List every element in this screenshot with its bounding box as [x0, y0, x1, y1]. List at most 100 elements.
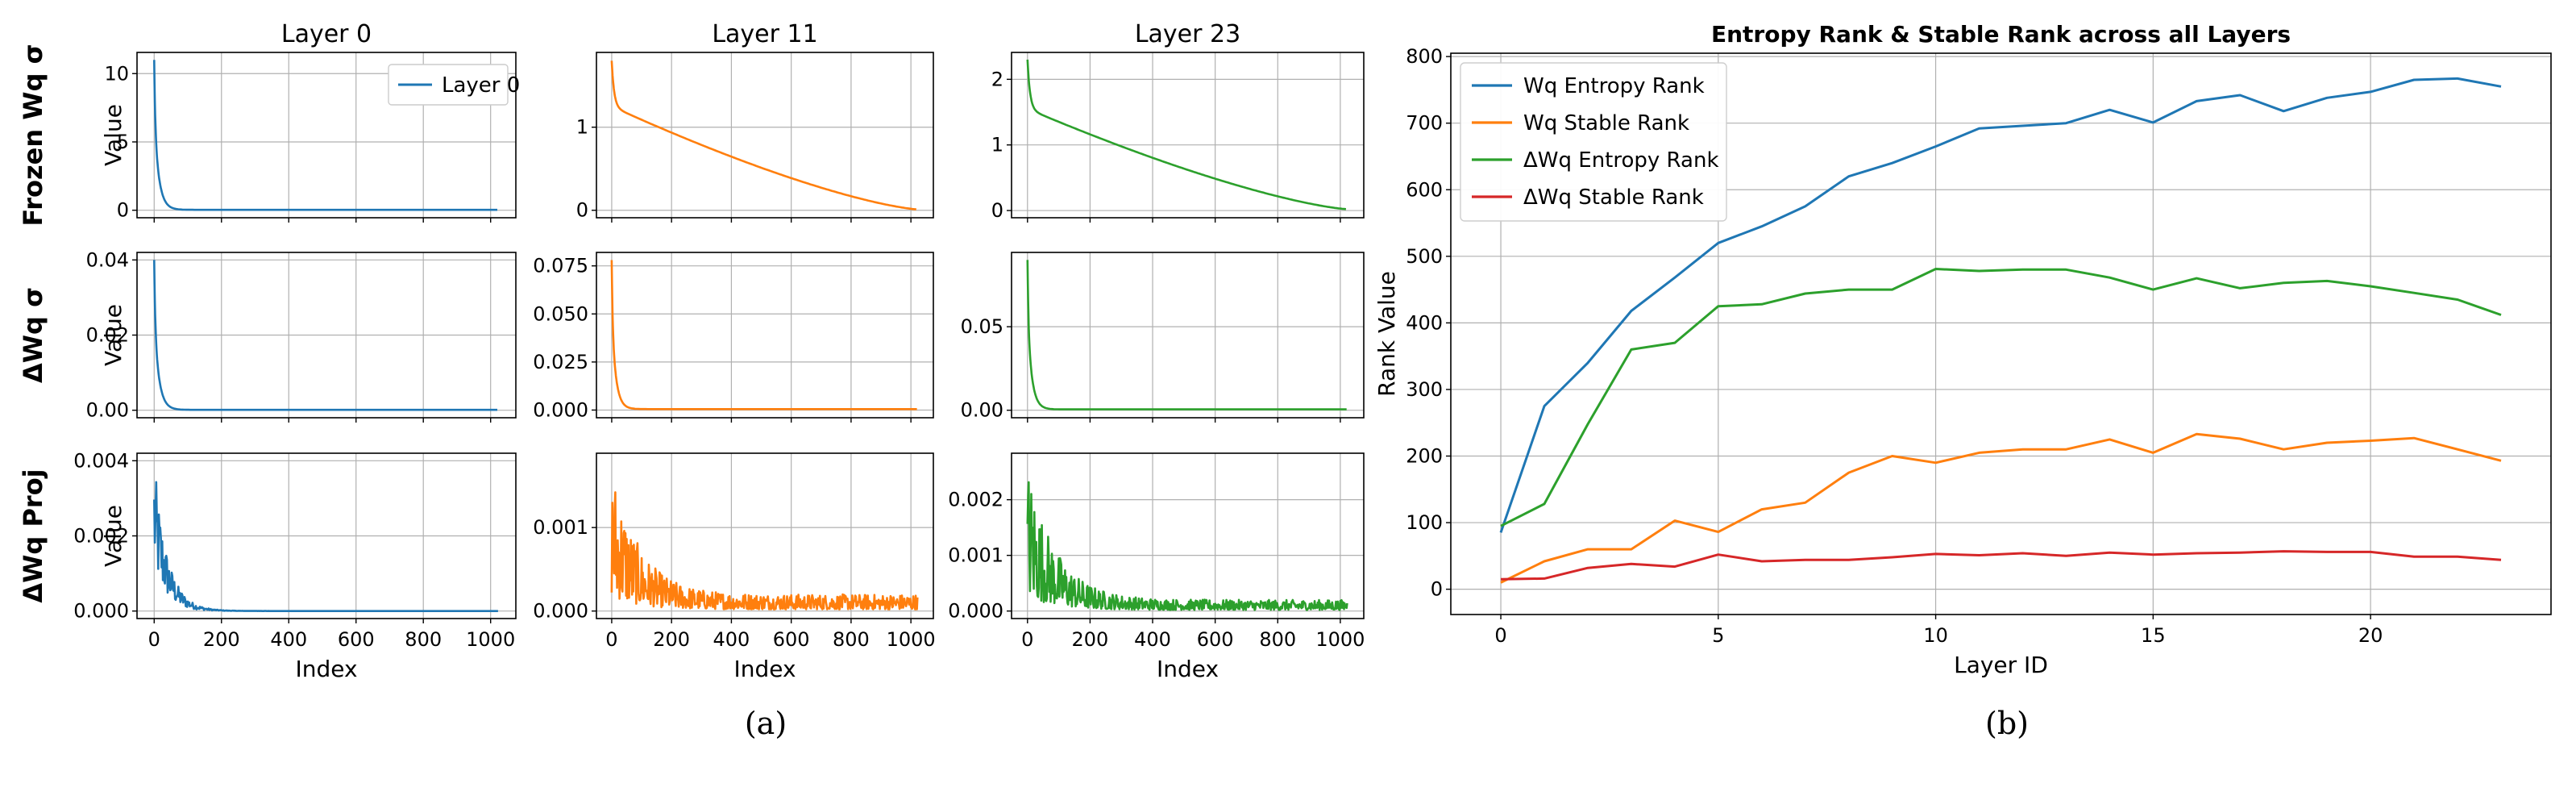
legend-box — [388, 64, 509, 106]
xtick-label: 400 — [270, 628, 307, 651]
ytick-label: 200 — [1406, 445, 1443, 468]
series-line — [610, 260, 917, 410]
xtick-label: 800 — [1259, 628, 1296, 651]
ytick-label: 2 — [991, 68, 1003, 90]
xtick-label: 600 — [1197, 628, 1234, 651]
ytick-label: 0.025 — [533, 351, 588, 373]
xtick-label: 5 — [1712, 624, 1724, 647]
subplot-frame — [1011, 252, 1365, 419]
xtick-label: 10 — [1923, 624, 1948, 647]
series-line — [153, 481, 499, 612]
xtick-label: 0 — [605, 628, 617, 651]
ytick-label: 0 — [991, 199, 1003, 222]
row-title-2: ΔWq Proj — [18, 469, 48, 602]
xtick-label: 1000 — [466, 628, 515, 651]
subplot-frame — [596, 452, 934, 619]
subplot-r0-c1: 01 — [576, 52, 934, 223]
subplot-frame — [596, 52, 934, 219]
series-line — [610, 60, 916, 210]
subplot-r0-c0: 0 5 10 Value Layer 0 — [100, 52, 520, 223]
xtick-label: 15 — [2141, 624, 2166, 647]
subplot-frame — [136, 252, 517, 419]
series-line — [1026, 481, 1348, 611]
ytick-label: 0.004 — [73, 449, 129, 472]
column-title-0: Layer 0 — [281, 20, 372, 48]
ytick-label: 800 — [1406, 45, 1443, 68]
xlabel: Index — [1157, 656, 1219, 682]
ylabel: Rank Value — [1373, 271, 1400, 397]
subplot-frame — [596, 252, 934, 419]
xtick-label: 200 — [1072, 628, 1109, 651]
xtick-label: 0 — [1494, 624, 1506, 647]
series-line-3 — [1500, 550, 2502, 581]
xlabel: Layer ID — [1954, 652, 2048, 678]
subplot-r0-c2: 0 1 2 — [991, 52, 1365, 223]
xlabel: Index — [733, 656, 796, 682]
ytick-label: 400 — [1406, 311, 1443, 334]
legend: Layer 0 — [388, 64, 520, 106]
ytick-label: 0.000 — [73, 600, 129, 623]
caption-b: (b) — [1985, 706, 2029, 741]
xtick-label: 600 — [773, 628, 810, 651]
series-line — [153, 260, 497, 411]
xlabel: Index — [295, 656, 357, 682]
caption-a: (a) — [745, 706, 787, 741]
series-line — [153, 60, 497, 211]
subplot-r2-c1: 0.000 0.001 0 200 400 600 800 1000 Index — [533, 452, 936, 682]
xtick-label: 800 — [833, 628, 870, 651]
ytick-label: 0.001 — [533, 516, 588, 539]
column-title-2: Layer 23 — [1135, 20, 1240, 48]
chart-title: Entropy Rank & Stable Rank across all La… — [1711, 21, 2291, 48]
ytick-label: 10 — [104, 62, 129, 85]
legend-label: Layer 0 — [442, 73, 520, 98]
ytick-label: 100 — [1406, 511, 1443, 534]
series-line-1 — [1500, 432, 2502, 584]
xtick-label: 400 — [713, 628, 750, 651]
subplot-r2-c0: 0.000 0.002 0.004 0 200 400 600 800 1000 Value Ind… — [73, 449, 517, 682]
subplot-r1-c2: 0.00 0.05 — [961, 252, 1365, 423]
row-title-0: Frozen Wq σ — [18, 44, 48, 226]
subplot-r1-c1: 0.000 0.025 0.050 0.075 — [533, 252, 934, 423]
xtick-label: 20 — [2358, 624, 2383, 647]
row-title-1: ΔWq σ — [18, 287, 48, 383]
ytick-label: 0 — [1431, 578, 1443, 601]
legend: Wq Entropy Rank Wq Stable Rank ΔWq Entropy… — [1460, 62, 1727, 222]
ytick-label: 0.00 — [961, 399, 1003, 422]
ytick-label: 300 — [1406, 378, 1443, 401]
ytick-label: 0.000 — [533, 398, 588, 421]
legend-label-0: Wq Entropy Rank — [1523, 74, 1705, 98]
xtick-label: 600 — [338, 628, 375, 651]
subplot-frame — [1011, 52, 1365, 219]
ytick-label: 700 — [1406, 112, 1443, 135]
legend-label-3: ΔWq Stable Rank — [1523, 185, 1704, 210]
ytick-label: 0.000 — [533, 600, 588, 623]
ytick-label: 0.05 — [961, 315, 1003, 338]
column-title-1: Layer 11 — [712, 20, 817, 48]
ytick-label: 500 — [1406, 245, 1443, 268]
ylabel: Value — [100, 104, 127, 166]
xtick-label: 0 — [1021, 628, 1033, 651]
xtick-label: 0 — [148, 628, 160, 651]
ytick-label: 0.02 — [86, 324, 129, 347]
panel-b-chart: Entropy Rank & Stable Rank across all La… — [1373, 21, 2552, 678]
series-line — [610, 491, 919, 610]
ytick-label: 600 — [1406, 178, 1443, 201]
series-line-0 — [1499, 77, 2502, 533]
ytick-label: 5 — [117, 131, 129, 153]
series-line — [1026, 59, 1347, 210]
ytick-label: 0.050 — [533, 302, 588, 325]
ytick-label: 1 — [991, 134, 1003, 156]
panel-a-grid: Layer 0 Layer 11 Layer 23 Frozen Wq σ ΔWq σ Δ… — [18, 20, 1365, 682]
xtick-label: 400 — [1134, 628, 1171, 651]
series-line — [1026, 260, 1347, 410]
xtick-label: 1000 — [887, 628, 936, 651]
subplot-frame — [1011, 452, 1365, 619]
subplot-frame — [136, 452, 517, 619]
xtick-label: 800 — [405, 628, 442, 651]
subplot-r1-c0: 0.00 0.02 0.04 Value — [86, 248, 517, 423]
ylabel: Value — [100, 304, 127, 366]
subplot-frame — [136, 52, 517, 219]
ytick-label: 0.000 — [948, 600, 1003, 623]
legend-box — [1460, 62, 1727, 222]
